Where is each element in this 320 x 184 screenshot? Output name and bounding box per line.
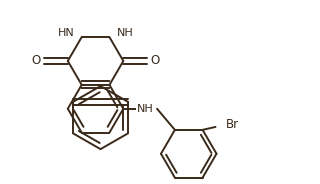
Text: HN: HN — [58, 28, 75, 38]
Text: O: O — [31, 54, 41, 68]
Text: NH: NH — [137, 104, 154, 114]
Text: Br: Br — [225, 118, 238, 131]
Text: NH: NH — [116, 28, 133, 38]
Text: O: O — [150, 54, 160, 68]
